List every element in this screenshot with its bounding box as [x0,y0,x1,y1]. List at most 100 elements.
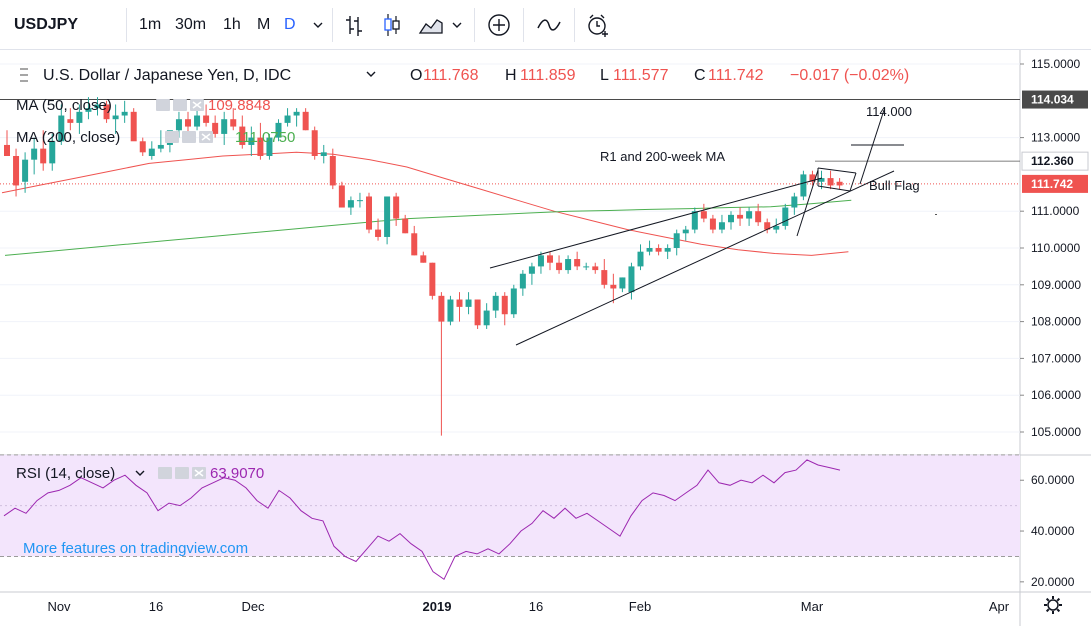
candle-body [809,174,816,182]
ma50-label: MA (50, close) [16,97,112,114]
interval-1h[interactable]: 1h [223,16,241,33]
price-axis[interactable]: 115.0000 113.0000 111.0000 110.0000 109.0000… [1020,57,1089,439]
candle-body [700,211,707,219]
tradingview-watermark[interactable]: More features on tradingview.com [23,540,248,557]
rsi-controls[interactable] [158,467,206,479]
candle-body [257,137,264,156]
area-style-icon [418,19,443,34]
ohlc-low_label: L [600,67,609,84]
interval-30m[interactable]: 30m [175,16,207,33]
candles-button[interactable] [382,0,402,50]
candle-body [375,229,382,237]
price-tick-label: 108.0000 [1031,315,1081,329]
interval-dropdown[interactable] [312,0,328,50]
annotation-bull-flag[interactable]: Bull Flag [869,178,920,193]
candle-body [121,111,128,116]
rsi-value: 63.9070 [210,465,264,482]
price-tick-label: 115.0000 [1031,57,1080,71]
candle-body [791,196,798,208]
candle-body [800,174,807,197]
area-style-button[interactable] [418,0,444,50]
time-label: 16 [529,599,543,614]
candle-body [329,156,336,186]
ma50-controls[interactable] [156,99,204,111]
chevron-down-icon [452,22,462,28]
add-indicator-button[interactable] [487,0,511,50]
candle-body [438,295,445,322]
ohlc-low: 111.577 [613,67,669,84]
bar-style-button[interactable] [344,0,364,50]
compare-button[interactable] [536,0,562,50]
price-label: 114.034 [1031,93,1074,107]
candle-body [556,262,563,271]
time-label: Nov [47,599,71,614]
candle-body [112,115,119,120]
candle-body [266,137,273,156]
symbol-title: U.S. Dollar / Japanese Yen, D, IDC [43,67,291,84]
candle-body [483,310,490,326]
interval-day[interactable]: D [284,16,296,33]
ohlc-open_label: O [410,67,422,84]
gear-tooth [1045,608,1050,613]
candle-body [411,233,418,256]
candle-body [737,214,744,219]
rsi-tick-label: 20.0000 [1031,575,1075,589]
toolbar-divider [332,8,333,42]
symbol-search[interactable]: USDJPY [14,16,79,33]
candle-body [393,196,400,219]
eye-icon [158,467,172,479]
candle-body [456,299,463,307]
ma50-value: 109.8848 [208,97,271,114]
candle-body [13,156,20,186]
candle-body [664,248,671,252]
toolbar-divider [474,8,475,42]
toolbar-divider [126,8,127,42]
eye-icon [165,131,179,143]
rsi-tick-label: 60.0000 [1031,473,1075,487]
candle-body [818,178,825,182]
candle-body [646,248,653,252]
chart-style-dropdown[interactable] [451,0,465,50]
annotation-r1[interactable]: R1 and 200-week MA [600,149,725,164]
candle-body [85,108,92,112]
price-tick-label: 107.0000 [1031,351,1081,365]
candle-body [366,196,372,230]
candle-body [637,251,644,267]
interval-1m[interactable]: 1m [139,16,162,33]
price-tick-label: 109.0000 [1031,278,1081,292]
candle-body [58,115,65,142]
price-tick-label: 110.0000 [1031,241,1080,255]
candle-body [709,218,716,230]
candle-body [836,181,843,186]
candle-body [175,119,182,131]
annotation-target[interactable]: 114.000 [866,104,912,119]
candle-body [239,126,246,145]
candles-icon [384,14,400,36]
price-label: 112.360 [1031,154,1074,168]
time-label: Mar [801,599,824,614]
settings-gear-icon[interactable] [1047,599,1059,611]
price-tick-label: 105.0000 [1031,425,1081,439]
candle-body [130,111,137,142]
candle-body [519,273,526,289]
candle-body [338,185,345,208]
ma200-controls[interactable] [165,131,213,143]
interval-month[interactable]: M [257,16,271,33]
candle-body [302,111,309,131]
price-label-bg [1022,90,1088,109]
candle-body [148,148,155,156]
candle-body [565,259,572,271]
alert-button[interactable] [585,0,611,50]
candles [4,97,843,436]
candle-body [673,233,680,248]
candle-body [547,255,553,263]
candle-body [583,266,590,268]
candle-body [728,214,734,223]
candle-body [773,225,780,230]
chevron-down-icon[interactable] [366,71,376,77]
price-pane[interactable] [0,50,1020,452]
rsi-label: RSI (14, close) [16,465,115,482]
collapse-legend-icon[interactable] [20,68,28,82]
chevron-down-icon[interactable] [135,470,145,476]
